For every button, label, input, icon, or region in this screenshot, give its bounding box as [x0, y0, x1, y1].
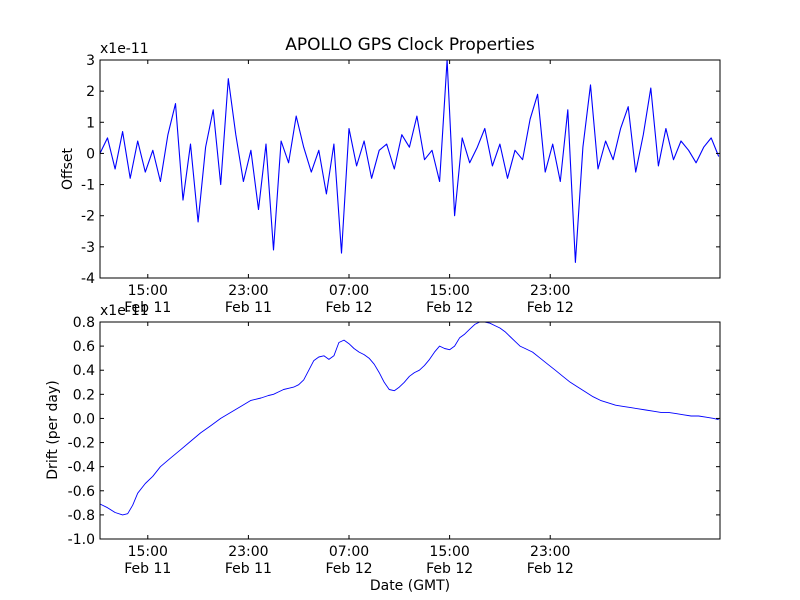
- drift-subplot: x1e-11 Drift (per day) 0.8 0.6 0.4 0.2 0.0 -0…: [45, 303, 721, 594]
- offset-y-axis-label: Offset: [60, 147, 76, 190]
- offset-y-tick-label: -1: [81, 178, 95, 194]
- drift-y-tick-label: -0.6: [68, 484, 95, 500]
- offset-y-tick-label: -4: [81, 271, 95, 287]
- drift-x-axis-label: Date (GMT): [370, 578, 450, 594]
- drift-series-line: [99, 321, 719, 516]
- offset-y-tick-label: 1: [86, 115, 95, 131]
- drift-x-tick-date-label: Feb 12: [527, 561, 574, 577]
- offset-x-tick-date-label: Feb 11: [225, 300, 272, 316]
- drift-x-tick-date-label: Feb 11: [124, 561, 171, 577]
- drift-x-tick-time-label: 15:00: [128, 544, 168, 560]
- offset-y-tick-label: 3: [86, 53, 95, 69]
- offset-x-tick-date-label: Feb 12: [527, 300, 574, 316]
- drift-y-tick-label: 0.0: [73, 411, 95, 427]
- drift-y-axis-label: Drift (per day): [45, 380, 61, 479]
- drift-y-tick-label: 0.4: [73, 363, 95, 379]
- drift-x-tick-time-label: 07:00: [329, 544, 369, 560]
- offset-y-tick-label: 0: [86, 146, 95, 162]
- offset-series-group: [99, 59, 720, 263]
- drift-x-tick-time-label: 23:00: [228, 544, 268, 560]
- drift-y-tick-label: 0.2: [73, 387, 95, 403]
- offset-x-tick-time-label: 23:00: [228, 283, 268, 299]
- drift-x-tick-date-label: Feb 12: [325, 561, 372, 577]
- drift-x-tick-date-label: Feb 12: [426, 561, 473, 577]
- drift-y-tick-label: 0.6: [73, 339, 95, 355]
- offset-y-ticks: 3 2 1 0 -1 -2 -3 -4: [81, 53, 720, 287]
- drift-y-tick-label: -0.8: [68, 508, 95, 524]
- offset-x-tick-date-label: Feb 11: [124, 300, 171, 316]
- drift-multiplier-label: x1e-11: [100, 303, 149, 319]
- offset-x-tick-time-label: 23:00: [530, 283, 570, 299]
- drift-y-tick-label: 0.8: [73, 315, 95, 331]
- drift-x-tick-date-label: Feb 11: [225, 561, 272, 577]
- offset-y-tick-label: -2: [81, 209, 95, 225]
- drift-y-tick-label: -1.0: [68, 532, 95, 548]
- offset-series-line: [99, 59, 720, 263]
- offset-x-tick-date-label: Feb 12: [325, 300, 372, 316]
- offset-x-tick-time-label: 15:00: [429, 283, 469, 299]
- offset-y-tick-label: 2: [86, 84, 95, 100]
- drift-plot-frame: [99, 321, 721, 540]
- offset-x-tick-time-label: 07:00: [329, 283, 369, 299]
- drift-x-tick-time-label: 23:00: [530, 544, 570, 560]
- drift-y-tick-label: -0.4: [68, 460, 95, 476]
- chart-title: APOLLO GPS Clock Properties: [285, 35, 535, 55]
- drift-series-group: [99, 321, 719, 516]
- offset-x-tick-time-label: 15:00: [128, 283, 168, 299]
- offset-subplot: APOLLO GPS Clock Properties x1e-11 Offse…: [60, 35, 721, 316]
- drift-y-tick-label: -0.2: [68, 436, 95, 452]
- offset-y-tick-label: -3: [81, 240, 95, 256]
- offset-multiplier-label: x1e-11: [100, 41, 149, 57]
- drift-x-tick-time-label: 15:00: [429, 544, 469, 560]
- drift-y-ticks: 0.8 0.6 0.4 0.2 0.0 -0.2 -0.4 -0.6 -0.8 -1.0: [68, 315, 720, 548]
- offset-plot-frame: [99, 59, 721, 279]
- offset-x-tick-date-label: Feb 12: [426, 300, 473, 316]
